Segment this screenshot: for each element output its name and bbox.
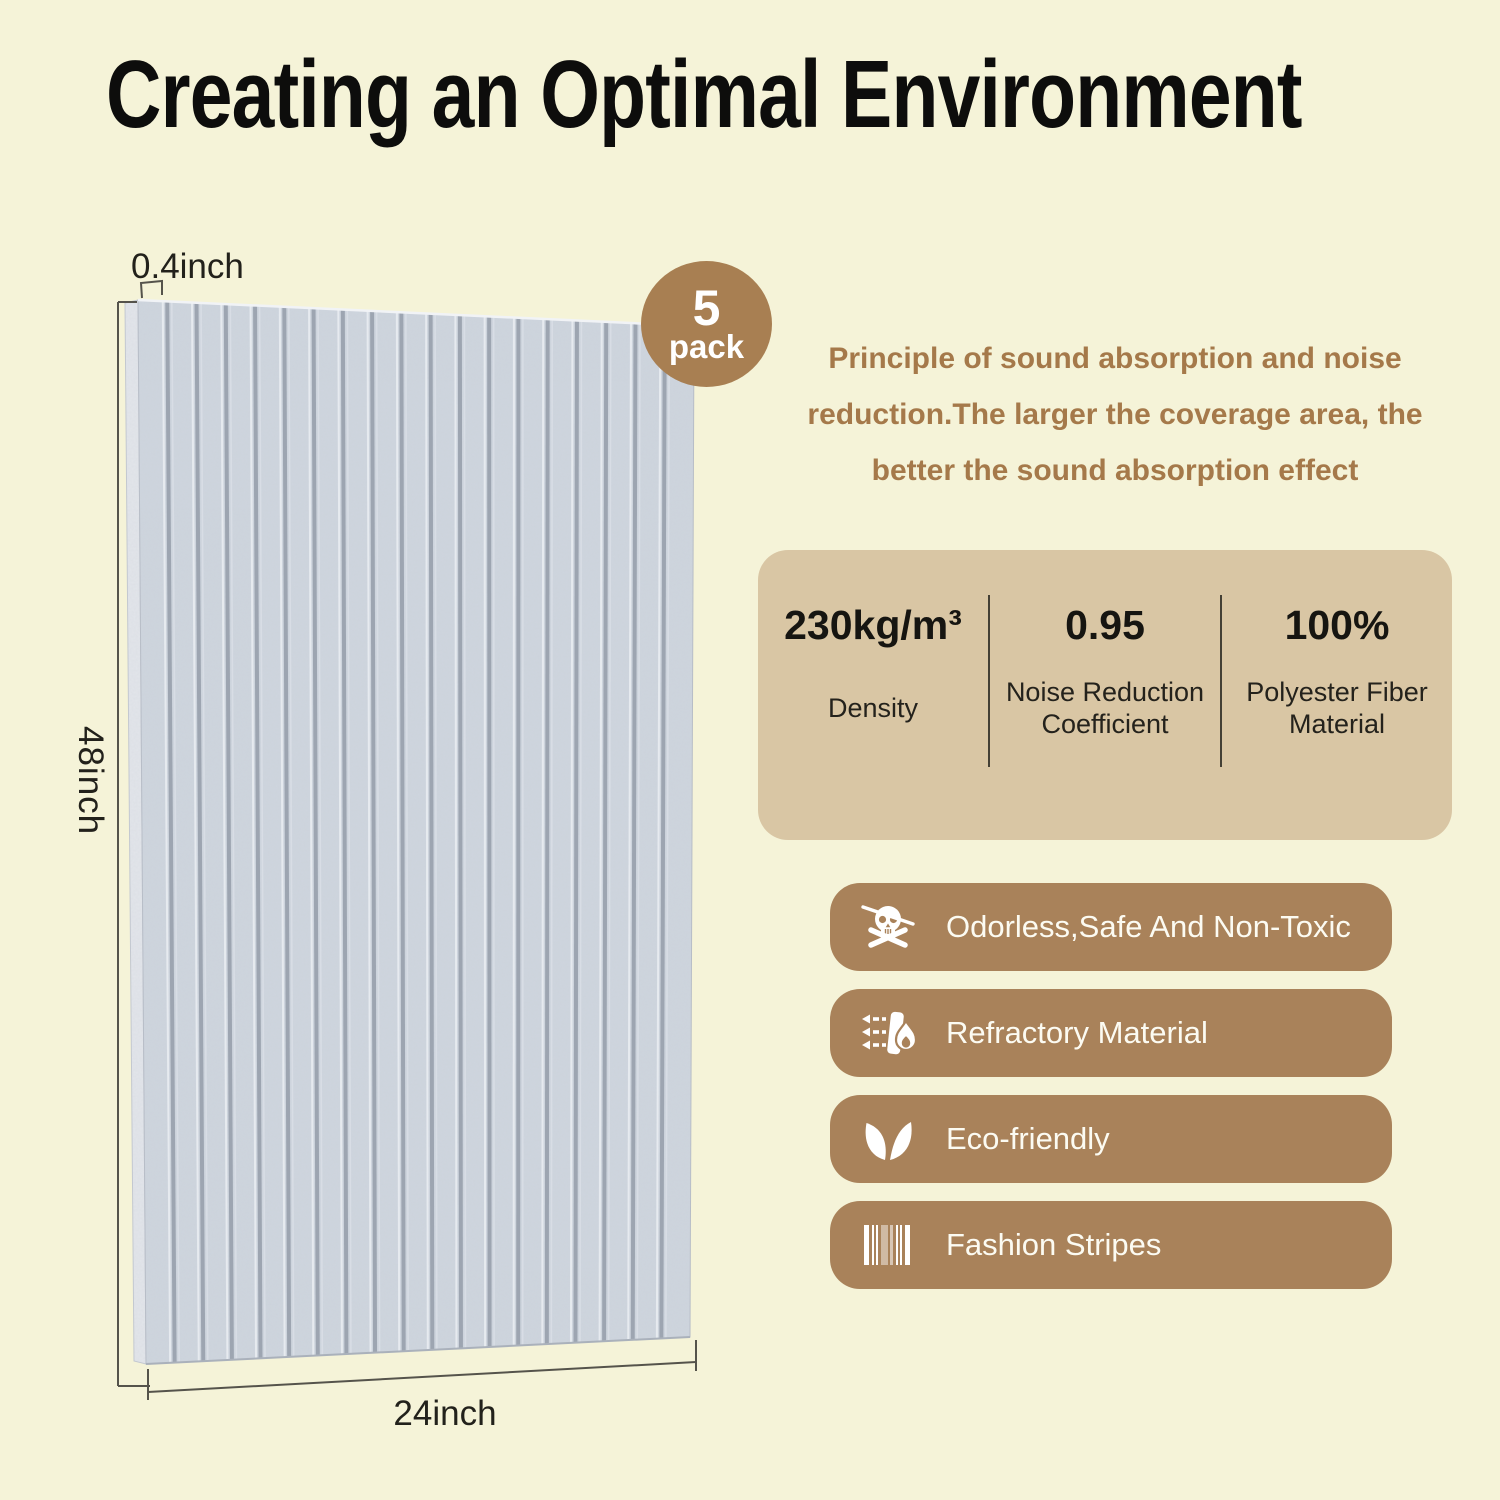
eco-leaves-icon	[858, 1111, 918, 1167]
spec-label: Polyester Fiber Material	[1246, 675, 1428, 741]
spec-label: Density	[828, 675, 918, 741]
intro-line: reduction.The larger the coverage area, …	[807, 398, 1423, 431]
feature-pill-eco: Eco-friendly	[830, 1095, 1392, 1183]
width-label: 24inch	[393, 1394, 497, 1433]
height-label: 48inch	[71, 726, 110, 836]
spec-label-line: Polyester Fiber	[1246, 677, 1428, 707]
felt-texture	[125, 300, 694, 1364]
intro-line: Principle of sound absorption and noise	[828, 342, 1402, 375]
pack-count-badge: 5 pack	[641, 261, 772, 387]
spec-label-line: Density	[827, 693, 919, 723]
spec-item-material: 100% Polyester Fiber Material	[1222, 550, 1452, 840]
spec-value: 230kg/m³	[784, 602, 962, 648]
feature-label: Odorless,Safe And Non-Toxic	[946, 909, 1351, 944]
feature-label: Refractory Material	[946, 1015, 1208, 1050]
intro-line: better the sound absorption effect	[871, 454, 1359, 487]
specs-card: 230kg/m³ Density 0.95 Noise Reduction Co…	[758, 550, 1452, 840]
fashion-stripes-icon	[858, 1217, 918, 1273]
thickness-bracket	[139, 279, 163, 299]
dimension-lines	[117, 279, 697, 1400]
feature-pill-non-toxic: Odorless,Safe And Non-Toxic	[830, 883, 1392, 971]
feature-label: Fashion Stripes	[946, 1227, 1162, 1262]
badge-count: 5	[692, 280, 721, 336]
feature-list: Odorless,Safe And Non-Toxic	[830, 883, 1392, 1307]
feature-pill-refractory: Refractory Material	[830, 989, 1392, 1077]
page-title: Creating an Optimal Environment	[106, 41, 1302, 148]
spec-label-line: Material	[1288, 709, 1385, 739]
panel-slat-grooves	[161, 301, 671, 1363]
spec-value: 100%	[1284, 602, 1390, 648]
spec-item-density: 230kg/m³ Density	[758, 550, 988, 840]
spec-value: 0.95	[1065, 602, 1145, 648]
panel-bottom-edge	[145, 1336, 691, 1365]
feature-pill-stripes: Fashion Stripes	[830, 1201, 1392, 1289]
thickness-label: 0.4inch	[131, 247, 244, 286]
panel-top-edge	[137, 298, 695, 328]
skull-crossbones-icon	[858, 899, 918, 955]
spec-label-line: Noise Reduction	[1005, 677, 1205, 707]
feature-label: Eco-friendly	[946, 1121, 1110, 1156]
intro-text: Principle of sound absorption and noise …	[765, 331, 1465, 499]
spec-label-line: Coefficient	[1041, 709, 1169, 739]
panel-illustration	[117, 279, 697, 1400]
width-dim-line	[147, 1361, 697, 1393]
badge-unit: pack	[668, 328, 745, 365]
spec-divider	[1220, 595, 1222, 767]
fire-resistant-icon	[858, 1005, 918, 1061]
spec-item-nrc: 0.95 Noise Reduction Coefficient	[990, 550, 1220, 840]
spec-divider	[988, 595, 990, 767]
spec-label: Noise Reduction Coefficient	[1006, 675, 1204, 741]
